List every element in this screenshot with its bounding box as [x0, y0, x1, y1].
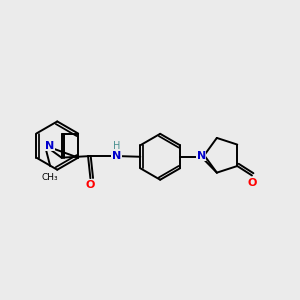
Text: H: H	[113, 141, 120, 151]
Text: O: O	[248, 178, 257, 188]
Text: O: O	[86, 180, 95, 190]
Text: CH₃: CH₃	[42, 173, 58, 182]
Text: N: N	[196, 151, 206, 161]
Text: N: N	[45, 141, 54, 151]
Text: N: N	[112, 151, 121, 161]
